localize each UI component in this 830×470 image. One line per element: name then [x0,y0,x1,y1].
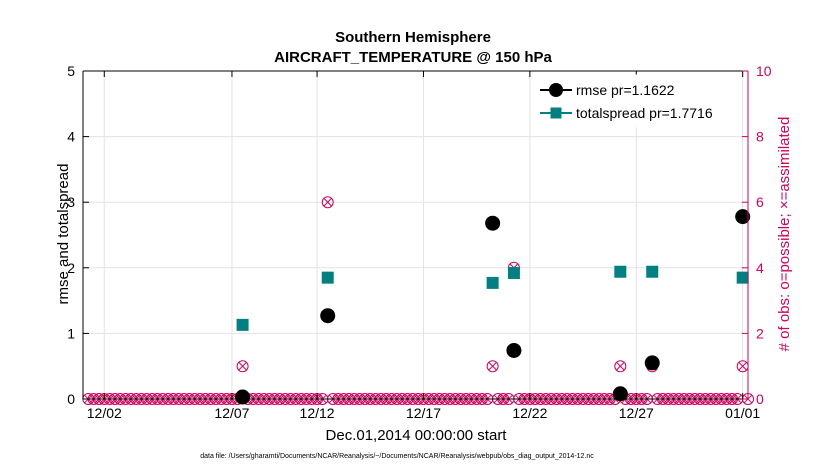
data-series [235,209,751,405]
obs-count-marker [486,360,499,373]
y-tick-label-right: 0 [756,391,764,407]
legend-rmse-marker [549,83,563,97]
y-tick-label-right: 6 [756,194,764,210]
totalspread-point [736,271,749,284]
totalspread-point [507,267,520,280]
obs-count-marker [614,360,627,373]
rmse-point [735,209,751,225]
y-axis-label-left: rmse and totalspread [55,164,72,305]
data-file-note: data file: /Users/gharamti/Documents/NCA… [200,453,594,460]
y-tick-label-left: 4 [67,129,75,145]
rmse-point [320,308,336,324]
obs-assimilated-cross [323,198,332,207]
x-tick-label: 12/22 [512,405,547,421]
rmse-point [644,355,660,371]
y-tick-label-right: 4 [756,260,764,276]
chart-subtitle: AIRCRAFT_TEMPERATURE @ 150 hPa [274,49,552,66]
y-tick-label-right: 2 [756,325,764,341]
x-tick-label: 12/27 [619,405,654,421]
y-tick-label-right: 10 [756,63,772,79]
y-tick-label-left: 5 [67,63,75,79]
obs-count-marker [321,196,334,209]
x-axis-label: Dec.01,2014 00:00:00 start [326,427,508,444]
legend-totalspread-marker [550,107,562,119]
obs-possible-circle [236,360,249,373]
totalspread-point [236,318,249,331]
y-tick-label-left: 1 [67,325,75,341]
rmse-point [235,389,251,405]
legend-totalspread-label: totalspread pr=1.7716 [576,105,713,121]
obs-assimilated-cross [738,362,747,371]
y-tick-label-left: 2 [67,260,75,276]
obs-assimilated-cross [238,362,247,371]
totalspread-point [614,265,627,278]
x-tick-label: 01/01 [725,405,760,421]
x-tick-label: 12/12 [300,405,335,421]
legend-rmse-label: rmse pr=1.1622 [576,82,675,98]
totalspread-point [646,265,659,278]
chart-title: Southern Hemisphere [335,29,491,46]
y-tick-label-right: 8 [756,129,764,145]
x-tick-label: 12/07 [214,405,249,421]
legend-box [535,74,741,128]
x-tick-label: 12/02 [87,405,122,421]
obs-possible-circle [321,196,334,209]
obs-possible-circle [614,360,627,373]
obs-count-series [82,196,754,405]
y-tick-label-left: 3 [67,194,75,210]
totalspread-point [486,276,499,289]
totalspread-point [321,271,334,284]
rmse-point [506,342,522,358]
axes: 12/02 12/07 12/12 12/17 12/22 12/27 01/0101234… [67,63,772,421]
obs-count-marker [236,360,249,373]
x-tick-label: 12/17 [406,405,441,421]
rmse-point [612,386,628,402]
obs-possible-circle [486,360,499,373]
y-axis-label-right: # of obs: o=possible; ×=assimilated [776,117,793,352]
rmse-point [485,215,501,231]
obs-assimilated-cross [616,362,625,371]
obs-assimilated-cross [488,362,497,371]
legend: rmse pr=1.1622 totalspread pr=1.7716 [535,74,741,128]
y-tick-label-left: 0 [67,391,75,407]
